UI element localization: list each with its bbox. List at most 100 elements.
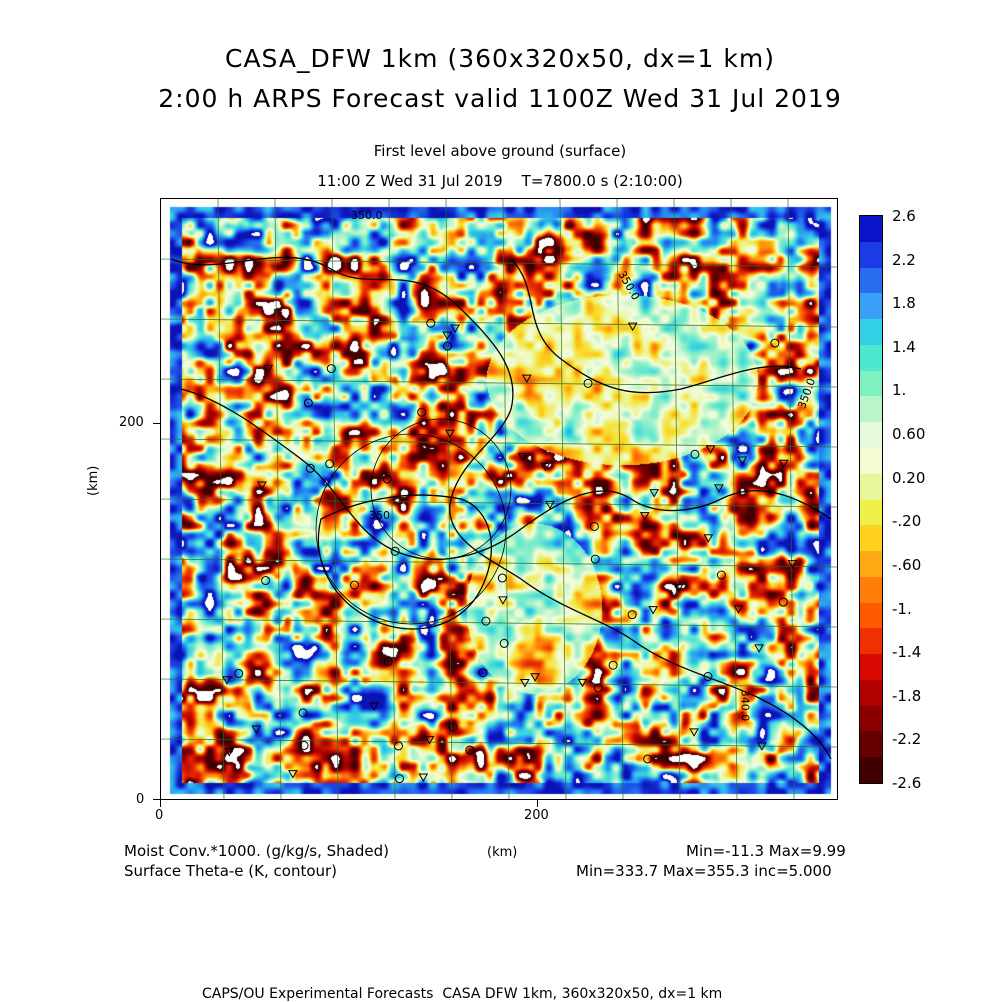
colorbar-label: -1.8	[892, 687, 921, 705]
station-triangle-marker	[523, 375, 531, 382]
station-triangle-marker	[252, 726, 260, 733]
station-triangle-marker	[675, 585, 683, 592]
y-tick-mark-0	[153, 799, 160, 800]
colorbar-label: -2.2	[892, 730, 921, 748]
county-line	[161, 439, 838, 447]
station-pentagon-marker	[591, 555, 599, 563]
station-pentagon-marker	[262, 577, 270, 585]
station-triangle-marker	[541, 463, 549, 470]
station-triangle-marker	[738, 457, 746, 464]
colorbar-swatch	[860, 396, 882, 422]
county-line	[617, 199, 623, 800]
station-triangle-marker	[690, 729, 698, 736]
county-line	[161, 499, 838, 507]
colorbar-swatch	[860, 654, 882, 680]
shaded-field-description: Moist Conv.*1000. (g/kg/s, Shaded)	[124, 842, 389, 860]
station-triangle-marker	[264, 365, 272, 372]
y-tick-200: 200	[119, 415, 144, 430]
station-pentagon-marker	[771, 339, 779, 347]
station-triangle-marker	[223, 677, 231, 684]
station-pentagon-marker	[594, 684, 602, 692]
station-pentagon-marker	[384, 657, 392, 665]
station-triangle-marker	[419, 774, 427, 781]
colorbar-label: 1.	[892, 381, 906, 399]
colorbar-swatch	[860, 448, 882, 474]
station-pentagon-marker	[304, 399, 312, 407]
station-triangle-marker	[704, 535, 712, 542]
station-triangle-marker	[734, 606, 742, 613]
colorbar-label: 1.4	[892, 338, 916, 356]
x-tick-200: 200	[524, 808, 549, 823]
colorbar-swatch	[860, 422, 882, 448]
station-triangle-marker	[649, 607, 657, 614]
station-pentagon-marker	[449, 723, 457, 731]
station-pentagon-marker	[584, 379, 592, 387]
map-plot-area: 350.0 350.0 350.0 350 340.0	[160, 198, 838, 800]
colorbar-label: 2.6	[892, 207, 916, 225]
county-line	[560, 199, 566, 800]
colorbar-label: -1.	[892, 600, 912, 618]
y-axis-label: (km)	[86, 466, 101, 496]
station-pentagon-marker	[628, 611, 636, 619]
colorbar-swatch	[860, 731, 882, 757]
station-pentagon-marker	[299, 709, 307, 717]
colorbar-swatch	[860, 551, 882, 577]
station-triangle-marker	[519, 454, 527, 461]
station-pentagon-marker	[498, 574, 506, 582]
x-tick-mark-0	[160, 800, 161, 807]
y-tick-0: 0	[136, 792, 144, 807]
county-line	[503, 199, 509, 800]
colorbar-swatch	[860, 628, 882, 654]
station-triangle-marker	[780, 460, 788, 467]
station-pentagon-marker	[779, 598, 787, 606]
station-triangle-marker	[578, 679, 586, 686]
contour-label: 350	[369, 509, 390, 522]
station-pentagon-marker	[395, 742, 403, 750]
county-line	[788, 199, 794, 800]
map-overlay	[161, 199, 838, 800]
level-subtitle: First level above ground (surface)	[0, 142, 1000, 160]
colorbar-swatch	[860, 345, 882, 371]
station-pentagon-marker	[691, 450, 699, 458]
county-line	[161, 319, 838, 327]
colorbar-swatch	[860, 706, 882, 732]
station-triangle-marker	[715, 485, 723, 492]
colorbar-swatch	[860, 242, 882, 268]
chart-title-line1: CASA_DFW 1km (360x320x50, dx=1 km)	[0, 44, 1000, 73]
county-line	[332, 199, 338, 800]
station-pentagon-marker	[590, 522, 598, 530]
station-pentagon-marker	[351, 581, 359, 589]
station-pentagon-marker	[326, 460, 334, 468]
colorbar-swatch	[860, 293, 882, 319]
colorbar-swatch	[860, 216, 882, 242]
county-line	[674, 199, 680, 800]
colorbar-swatch	[860, 268, 882, 294]
station-pentagon-marker	[418, 408, 426, 416]
station-pentagon-marker	[466, 746, 474, 754]
colorbar-swatch	[860, 680, 882, 706]
station-pentagon-marker	[717, 571, 725, 579]
county-line	[161, 379, 838, 387]
station-pentagon-marker	[383, 475, 391, 483]
station-triangle-marker	[641, 513, 649, 520]
colorbar-label: 2.2	[892, 251, 916, 269]
county-boundaries	[161, 199, 838, 800]
colorbar-label: -.60	[892, 556, 921, 574]
colorbar-swatch	[860, 603, 882, 629]
station-triangle-marker	[499, 597, 507, 604]
county-line	[161, 679, 838, 687]
station-pentagon-marker	[300, 742, 308, 750]
county-line	[275, 199, 281, 800]
county-line	[389, 199, 395, 800]
station-triangle-marker	[755, 645, 763, 652]
y-tick-mark-200	[153, 423, 160, 424]
station-pentagon-marker	[395, 775, 403, 783]
chart-title-line2: 2:00 h ARPS Forecast valid 1100Z Wed 31 …	[0, 84, 1000, 113]
station-triangle-marker	[370, 703, 378, 710]
colorbar-swatch	[860, 319, 882, 345]
station-pentagon-marker	[427, 319, 435, 327]
colorbar-label: -.20	[892, 512, 921, 530]
colorbar-label: -2.6	[892, 774, 921, 792]
colorbar-swatch	[860, 371, 882, 397]
station-pentagon-marker	[327, 365, 335, 373]
